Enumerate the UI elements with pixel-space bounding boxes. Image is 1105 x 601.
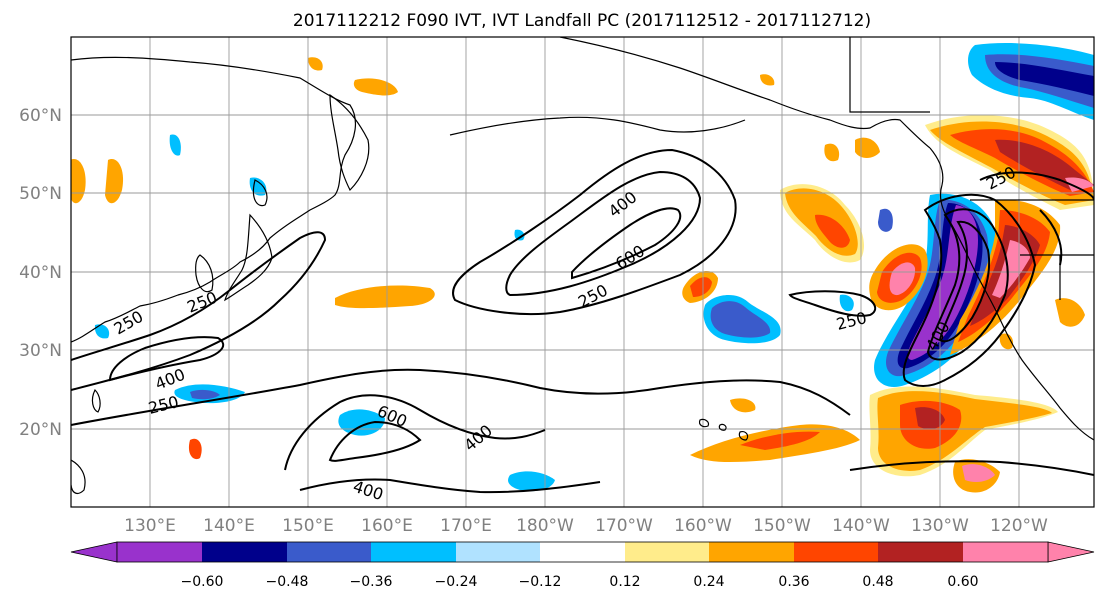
lon-label: 160°E [361, 516, 413, 536]
colorbar-segment [540, 542, 625, 562]
colorbar-segment [625, 542, 709, 562]
lon-label: 150°E [282, 516, 334, 536]
graticule [71, 37, 1094, 507]
colorbar-tick: 0.12 [609, 574, 640, 590]
colorbar-segment [456, 542, 540, 562]
colorbar-segment [371, 542, 456, 562]
colorbar-tick: −0.36 [350, 574, 393, 590]
colorbar-segment [963, 542, 1048, 562]
map-frame [70, 36, 1095, 508]
lon-label: 160°W [674, 516, 732, 536]
lat-label: 60°N [19, 106, 62, 126]
colorbar: −0.60 −0.48 −0.36 −0.24 −0.12 0.12 0.24 … [70, 541, 1095, 590]
colorbar-extend-high [1047, 541, 1095, 563]
figure-title: 2017112212 F090 IVT, IVT Landfall PC (20… [293, 11, 871, 31]
ivt-contours [71, 148, 1094, 494]
lon-label: 150°W [753, 516, 811, 536]
lat-label: 30°N [19, 341, 62, 361]
colorbar-extend-low [70, 541, 118, 563]
lon-label: 130°W [911, 516, 969, 536]
colorbar-tick: −0.12 [519, 574, 562, 590]
colorbar-tick: −0.24 [435, 574, 478, 590]
colorbar-segment [287, 542, 371, 562]
lon-label: 180°W [516, 516, 574, 536]
colorbar-segment [709, 542, 794, 562]
colorbar-tick: 0.36 [778, 574, 809, 590]
lon-label: 140°W [832, 516, 890, 536]
lat-label: 50°N [19, 184, 62, 204]
colorbar-segment [794, 542, 878, 562]
lon-label: 120°W [990, 516, 1048, 536]
lat-label: 20°N [19, 420, 62, 440]
lon-label: 170°E [440, 516, 492, 536]
lon-label: 130°E [124, 516, 176, 536]
lon-label: 170°W [595, 516, 653, 536]
colorbar-tick: −0.60 [181, 574, 224, 590]
colorbar-outline [116, 541, 1049, 563]
lat-label: 40°N [19, 263, 62, 283]
longitude-labels: 130°E 140°E 150°E 160°E 170°E 180°W 170°… [124, 516, 1048, 536]
coastlines [71, 37, 1094, 495]
colorbar-segment [117, 542, 202, 562]
colorbar-tick: −0.48 [266, 574, 309, 590]
map-content: 400 600 250 250 250 250 400 250 600 400 … [71, 37, 1094, 507]
colorbar-segment [878, 542, 963, 562]
colorbar-tick: 0.48 [862, 574, 893, 590]
colorbar-tick: 0.60 [947, 574, 978, 590]
colorbar-segment [202, 542, 287, 562]
latitude-labels: 60°N 50°N 40°N 30°N 20°N [19, 106, 62, 440]
lon-label: 140°E [203, 516, 255, 536]
colorbar-tick: 0.24 [693, 574, 724, 590]
